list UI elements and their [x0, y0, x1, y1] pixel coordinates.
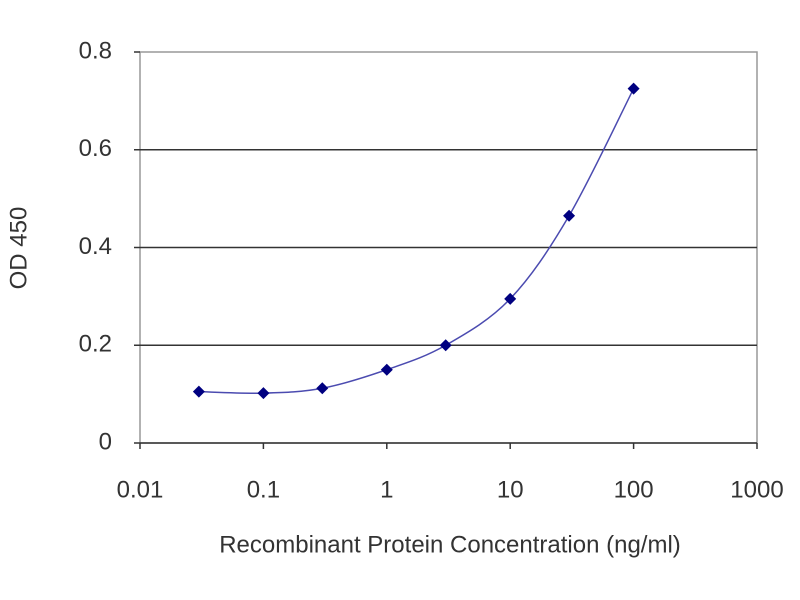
- x-tick-label: 10: [497, 476, 524, 503]
- marker: [439, 339, 452, 352]
- marker: [380, 363, 393, 376]
- marker: [316, 382, 329, 395]
- y-tick-label: 0.2: [79, 331, 112, 358]
- x-tick-label: 1000: [730, 476, 783, 503]
- x-tick-label: 100: [614, 476, 654, 503]
- x-axis-label: Recombinant Protein Concentration (ng/ml…: [219, 531, 681, 558]
- x-tick-label: 0.01: [117, 476, 164, 503]
- x-tick-label: 1: [380, 476, 393, 503]
- marker: [257, 387, 270, 400]
- y-axis-label: OD 450: [5, 207, 32, 290]
- y-tick-label: 0: [99, 428, 112, 455]
- marker: [504, 292, 517, 305]
- marker: [563, 209, 576, 222]
- y-tick-label: 0.4: [79, 233, 112, 260]
- y-tick-label: 0.6: [79, 135, 112, 162]
- marker: [627, 82, 640, 95]
- marker: [192, 385, 205, 398]
- x-tick-label: 0.1: [247, 476, 280, 503]
- y-tick-label: 0.8: [79, 37, 112, 64]
